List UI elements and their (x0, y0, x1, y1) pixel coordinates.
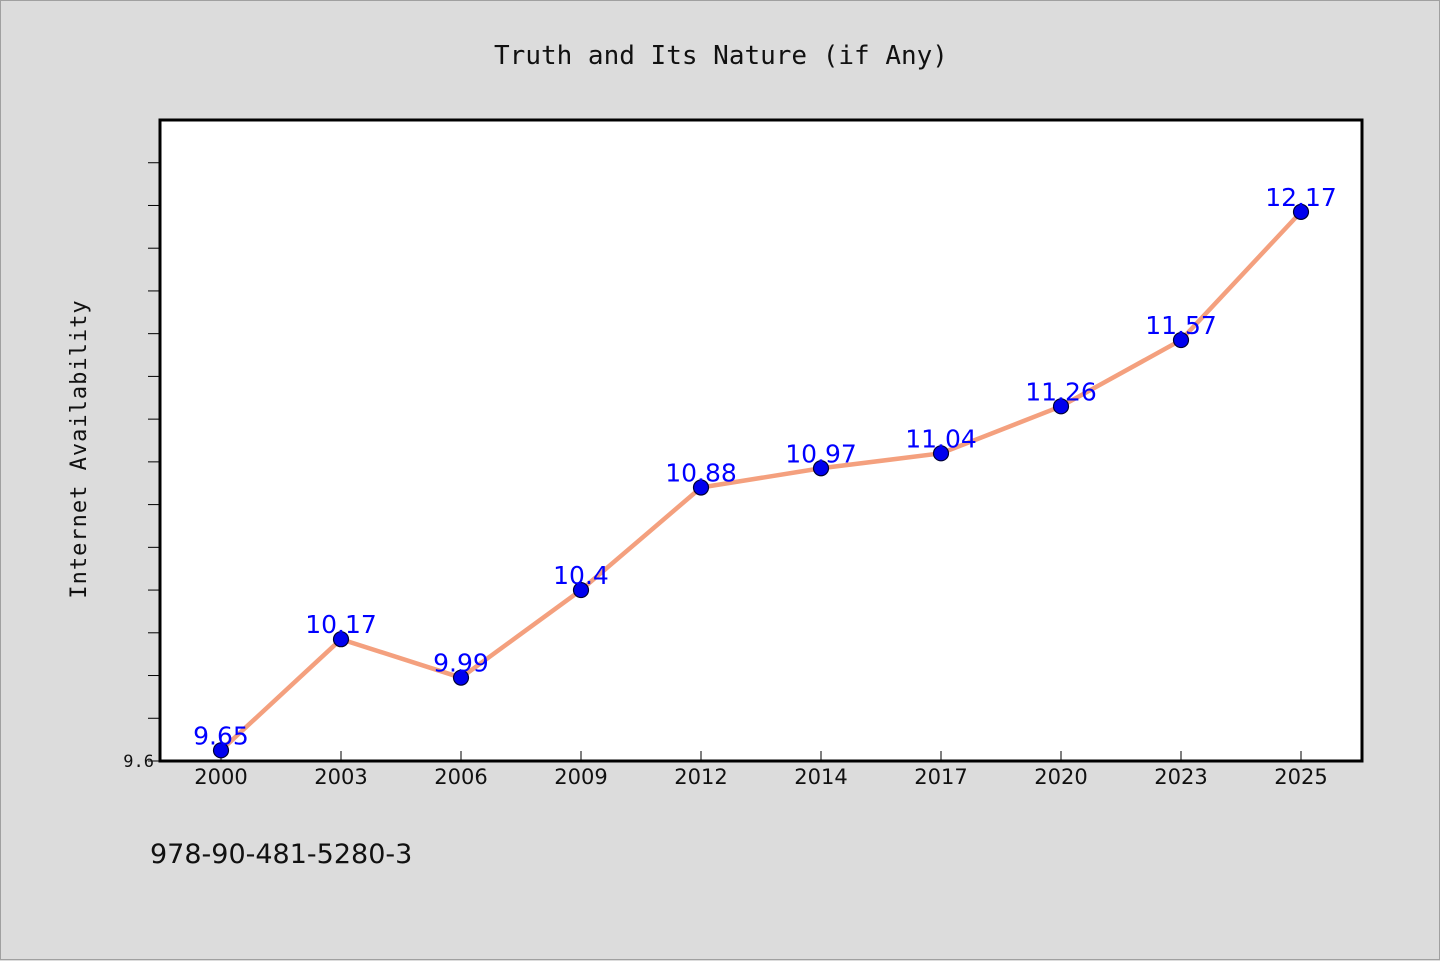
data-point (692, 479, 710, 496)
data-label: 9.65 (193, 721, 249, 750)
x-tick-label: 2006 (434, 765, 487, 789)
x-tick-label: 2025 (1274, 765, 1327, 789)
data-point (332, 631, 350, 648)
data-label: 11.57 (1145, 311, 1217, 340)
data-label: 9.99 (433, 649, 489, 678)
data-label: 10.88 (665, 459, 737, 488)
x-tick-label: 2000 (194, 765, 247, 789)
chart-title: Truth and Its Nature (if Any) (494, 41, 948, 71)
x-tick-label: 2017 (914, 765, 967, 789)
y-axis-label: Internet Availability (67, 299, 92, 598)
data-point (572, 581, 590, 599)
data-point (212, 742, 230, 759)
data-labels-layer: 9.65 10.17 9.99 10.4 10.88 10.97 11.04 11.26 11.… (193, 183, 1337, 750)
series-line (218, 209, 1304, 753)
y-tick-label: 9.6 (123, 752, 154, 772)
data-point (1052, 398, 1070, 415)
x-tick-label: 2014 (794, 765, 847, 789)
data-point (812, 460, 830, 477)
data-point (1292, 203, 1310, 220)
data-label: 12.17 (1265, 183, 1337, 212)
x-tick-label: 2012 (674, 765, 727, 789)
data-label: 10.97 (785, 439, 857, 468)
data-point (1172, 331, 1190, 349)
x-tick-label: 2023 (1154, 765, 1207, 789)
data-label: 11.04 (905, 424, 977, 453)
data-point (932, 445, 950, 462)
plot-area (158, 118, 1364, 763)
y-axis-ticks: 9.6 (123, 162, 160, 772)
data-point (452, 669, 470, 686)
isbn-text: 978-90-481-5280-3 (150, 839, 412, 870)
x-tick-label: 2020 (1034, 765, 1087, 789)
data-label: 10.4 (553, 561, 609, 590)
data-label: 11.26 (1025, 377, 1097, 406)
data-label: 10.17 (305, 610, 377, 639)
x-tick-label: 2003 (314, 765, 367, 789)
x-tick-label: 2009 (554, 765, 607, 789)
series-layer (212, 203, 1310, 759)
x-axis-ticks: 2000 2003 2006 2009 2012 2014 2017 2020 2023 2025 (194, 751, 1328, 789)
